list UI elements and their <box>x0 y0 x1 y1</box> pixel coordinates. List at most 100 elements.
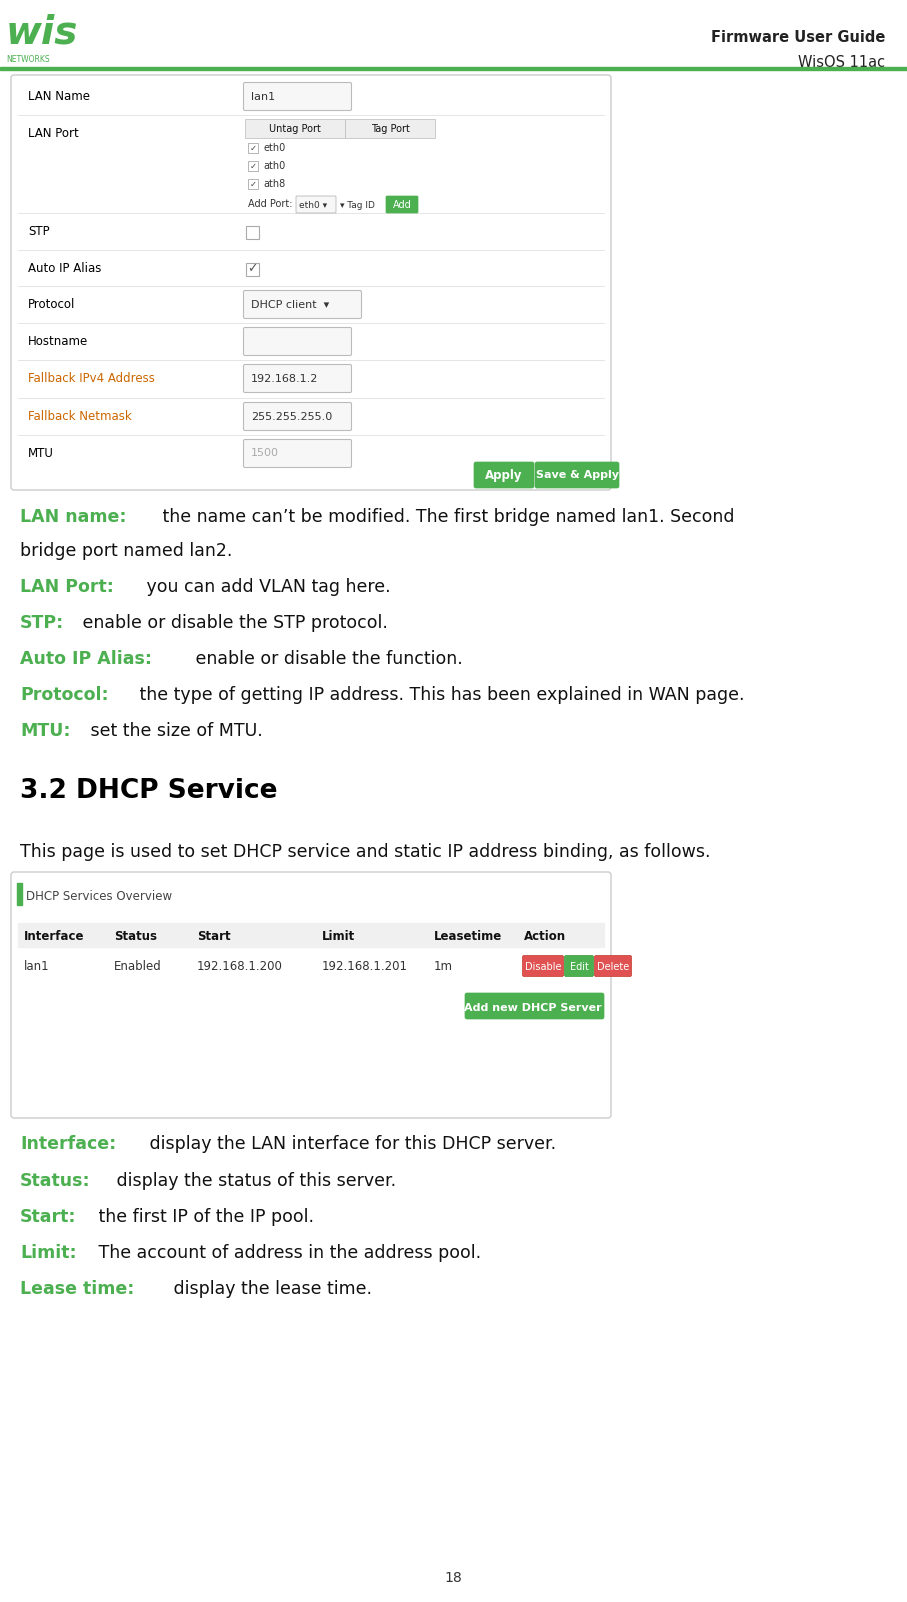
Text: 192.168.1.2: 192.168.1.2 <box>251 373 318 383</box>
Text: Untag Port: Untag Port <box>269 125 321 135</box>
Text: Start: Start <box>197 931 230 944</box>
Bar <box>246 263 259 276</box>
FancyBboxPatch shape <box>522 955 563 977</box>
FancyBboxPatch shape <box>243 327 352 356</box>
Bar <box>0 67 907 70</box>
FancyBboxPatch shape <box>594 955 631 977</box>
Text: ▾ Tag ID: ▾ Tag ID <box>340 200 375 210</box>
Text: Lease time:: Lease time: <box>20 1280 134 1298</box>
FancyBboxPatch shape <box>11 75 611 490</box>
FancyBboxPatch shape <box>243 290 362 319</box>
Text: Interface:: Interface: <box>20 1134 116 1153</box>
Text: Auto IP Alias:: Auto IP Alias: <box>20 650 152 668</box>
Text: 18: 18 <box>444 1572 462 1584</box>
Text: ✓: ✓ <box>248 263 258 276</box>
Text: lan1: lan1 <box>251 91 275 101</box>
FancyBboxPatch shape <box>243 365 352 392</box>
Bar <box>345 119 435 138</box>
Text: This page is used to set DHCP service and static IP address binding, as follows.: This page is used to set DHCP service an… <box>20 843 710 860</box>
Text: Edit: Edit <box>570 961 589 972</box>
FancyBboxPatch shape <box>474 461 534 489</box>
FancyBboxPatch shape <box>243 439 352 468</box>
Text: enable or disable the function.: enable or disable the function. <box>190 650 463 668</box>
Text: WisOS 11ac: WisOS 11ac <box>798 54 885 70</box>
Text: Status:: Status: <box>20 1173 91 1190</box>
Text: Limit: Limit <box>322 931 356 944</box>
Text: Hostname: Hostname <box>28 335 88 348</box>
Text: Add: Add <box>393 200 412 210</box>
Bar <box>248 179 258 189</box>
Text: ✓: ✓ <box>249 144 257 152</box>
Text: bridge port named lan2.: bridge port named lan2. <box>20 541 232 561</box>
Text: Disable: Disable <box>525 961 561 972</box>
Bar <box>248 160 258 171</box>
Text: eth0: eth0 <box>263 143 285 154</box>
Text: display the LAN interface for this DHCP server.: display the LAN interface for this DHCP … <box>144 1134 556 1153</box>
Text: the first IP of the IP pool.: the first IP of the IP pool. <box>93 1208 314 1226</box>
FancyBboxPatch shape <box>386 195 418 213</box>
Text: Fallback IPv4 Address: Fallback IPv4 Address <box>28 372 155 384</box>
Text: NETWORKS: NETWORKS <box>5 54 49 64</box>
Text: 192.168.1.200: 192.168.1.200 <box>197 961 283 974</box>
Text: STP: STP <box>28 224 50 239</box>
FancyBboxPatch shape <box>535 461 619 489</box>
Bar <box>17 883 22 905</box>
Text: ✓: ✓ <box>249 162 257 170</box>
FancyBboxPatch shape <box>243 82 352 111</box>
Text: LAN Port:: LAN Port: <box>20 578 114 596</box>
Text: DHCP client  ▾: DHCP client ▾ <box>251 300 329 309</box>
Text: the name can’t be modified. The first bridge named lan1. Second: the name can’t be modified. The first br… <box>158 508 735 525</box>
Text: ✓: ✓ <box>249 179 257 189</box>
Text: ath8: ath8 <box>263 179 285 189</box>
Text: the type of getting IP address. This has been explained in WAN page.: the type of getting IP address. This has… <box>134 686 745 703</box>
Text: LAN Port: LAN Port <box>28 127 79 139</box>
Text: eth0 ▾: eth0 ▾ <box>299 200 327 210</box>
Text: LAN name:: LAN name: <box>20 508 126 525</box>
FancyBboxPatch shape <box>296 195 336 213</box>
Bar <box>246 226 259 239</box>
Text: wis: wis <box>5 13 78 51</box>
Text: ath0: ath0 <box>263 160 285 171</box>
Text: display the lease time.: display the lease time. <box>168 1280 372 1298</box>
Bar <box>18 923 604 947</box>
Text: 192.168.1.201: 192.168.1.201 <box>322 961 408 974</box>
Text: you can add VLAN tag here.: you can add VLAN tag here. <box>141 578 391 596</box>
Text: Start:: Start: <box>20 1208 76 1226</box>
FancyBboxPatch shape <box>465 993 604 1019</box>
Text: Status: Status <box>114 931 157 944</box>
Text: The account of address in the address pool.: The account of address in the address po… <box>93 1245 482 1262</box>
Text: Protocol:: Protocol: <box>20 686 109 703</box>
Text: Limit:: Limit: <box>20 1245 76 1262</box>
Text: Enabled: Enabled <box>114 961 161 974</box>
Text: Leasetime: Leasetime <box>434 931 502 944</box>
Text: 1m: 1m <box>434 961 453 974</box>
Bar <box>248 143 258 154</box>
Text: Action: Action <box>524 931 566 944</box>
Text: MTU: MTU <box>28 447 54 460</box>
Text: Add Port:: Add Port: <box>248 199 292 208</box>
Text: Delete: Delete <box>597 961 629 972</box>
Text: Protocol: Protocol <box>28 298 75 311</box>
Text: Interface: Interface <box>24 931 84 944</box>
Text: Tag Port: Tag Port <box>371 125 409 135</box>
Text: display the status of this server.: display the status of this server. <box>112 1173 396 1190</box>
Text: STP:: STP: <box>20 614 64 633</box>
Text: 1500: 1500 <box>251 449 279 458</box>
Text: Auto IP Alias: Auto IP Alias <box>28 263 102 276</box>
Text: Apply: Apply <box>485 468 522 482</box>
Text: 255.255.255.0: 255.255.255.0 <box>251 412 332 421</box>
Text: Firmware User Guide: Firmware User Guide <box>710 30 885 45</box>
Text: set the size of MTU.: set the size of MTU. <box>85 723 263 740</box>
FancyBboxPatch shape <box>243 402 352 431</box>
FancyBboxPatch shape <box>564 955 593 977</box>
Text: lan1: lan1 <box>24 961 50 974</box>
Text: MTU:: MTU: <box>20 723 71 740</box>
Text: Save & Apply: Save & Apply <box>535 469 619 481</box>
Text: LAN Name: LAN Name <box>28 90 90 103</box>
Text: DHCP Services Overview: DHCP Services Overview <box>26 889 172 902</box>
Text: Add new DHCP Server: Add new DHCP Server <box>463 1003 601 1012</box>
Bar <box>245 119 345 138</box>
Text: Fallback Netmask: Fallback Netmask <box>28 410 132 423</box>
Text: enable or disable the STP protocol.: enable or disable the STP protocol. <box>77 614 388 633</box>
Text: 3.2 DHCP Service: 3.2 DHCP Service <box>20 779 278 804</box>
